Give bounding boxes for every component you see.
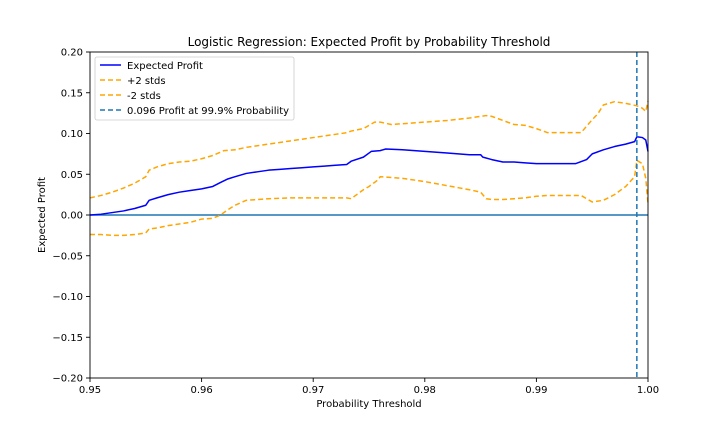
y-tick-label: 0.20 bbox=[61, 48, 83, 59]
x-tick-label: 0.96 bbox=[190, 385, 212, 396]
y-tick-label: 0.15 bbox=[61, 88, 83, 99]
y-tick-label: −0.20 bbox=[52, 374, 83, 385]
legend: Expected Profit +2 stds -2 stds 0.096 Pr… bbox=[94, 56, 295, 121]
chart-title: Logistic Regression: Expected Profit by … bbox=[188, 35, 551, 49]
legend-box bbox=[94, 56, 295, 121]
y-tick-label: −0.10 bbox=[52, 292, 83, 303]
series-layer bbox=[89, 52, 649, 378]
y-tick-label: 0.00 bbox=[61, 211, 83, 222]
legend-label-expected-profit: Expected Profit bbox=[127, 61, 203, 72]
y-tick-label: −0.05 bbox=[52, 251, 83, 262]
y-tick-label: 0.10 bbox=[61, 129, 83, 140]
plus-2-stds-line bbox=[89, 100, 649, 199]
y-tick-label: 0.05 bbox=[61, 170, 83, 181]
legend-label-minus-2-stds: -2 stds bbox=[127, 91, 161, 102]
y-axis-label: Expected Profit bbox=[37, 177, 48, 253]
plot-area bbox=[89, 51, 649, 379]
minus-2-stds-line bbox=[90, 159, 649, 237]
x-tick-label: 0.97 bbox=[302, 385, 324, 396]
x-axis-label: Probability Threshold bbox=[316, 399, 421, 410]
x-tick-label: 1.00 bbox=[637, 385, 659, 396]
x-tick-label: 0.99 bbox=[525, 385, 547, 396]
legend-label-plus-2-stds: +2 stds bbox=[127, 76, 166, 87]
x-tick-label: 0.98 bbox=[414, 385, 436, 396]
x-tick-label: 0.95 bbox=[79, 385, 101, 396]
x-axis: 0.95 0.96 0.97 0.98 0.99 1.00 bbox=[79, 378, 659, 396]
y-tick-label: −0.15 bbox=[52, 333, 83, 344]
legend-label-optimal-threshold: 0.096 Profit at 99.9% Probability bbox=[127, 106, 289, 117]
y-axis: −0.20 −0.15 −0.10 −0.05 0.00 0.05 0.10 0.15 0.20 bbox=[52, 48, 90, 385]
expected-profit-line bbox=[89, 136, 649, 216]
